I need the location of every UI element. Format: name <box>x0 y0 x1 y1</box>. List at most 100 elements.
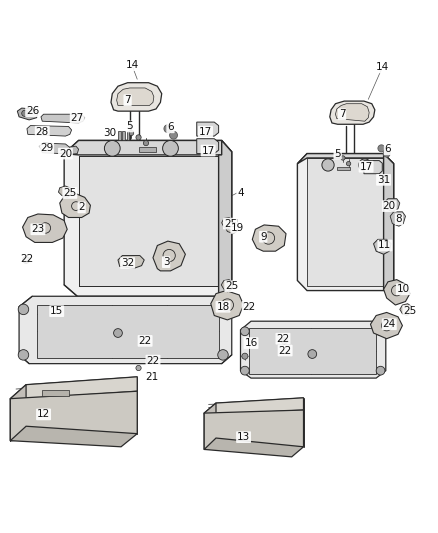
Text: 6: 6 <box>167 123 173 132</box>
Polygon shape <box>335 104 368 121</box>
Text: 14: 14 <box>375 62 388 72</box>
Text: 21: 21 <box>145 372 158 382</box>
Polygon shape <box>363 160 381 174</box>
Bar <box>122 131 125 141</box>
Polygon shape <box>210 290 243 320</box>
Text: 22: 22 <box>138 336 152 346</box>
Polygon shape <box>204 438 303 457</box>
Circle shape <box>18 304 28 314</box>
Polygon shape <box>117 88 153 106</box>
Circle shape <box>336 151 340 156</box>
Text: 17: 17 <box>201 146 214 156</box>
Polygon shape <box>78 156 218 286</box>
Text: 1: 1 <box>233 220 240 230</box>
Text: 5: 5 <box>126 122 133 132</box>
Polygon shape <box>39 143 70 154</box>
Circle shape <box>136 135 141 140</box>
Polygon shape <box>204 403 215 449</box>
Circle shape <box>162 141 178 156</box>
Text: 2: 2 <box>78 203 85 213</box>
Polygon shape <box>204 398 303 423</box>
Polygon shape <box>58 186 71 197</box>
Text: 25: 25 <box>225 281 238 291</box>
Bar <box>336 167 349 170</box>
Circle shape <box>340 156 344 160</box>
Polygon shape <box>27 126 71 136</box>
Text: 28: 28 <box>35 127 49 137</box>
Text: 30: 30 <box>102 127 116 138</box>
Circle shape <box>321 159 333 171</box>
Text: 7: 7 <box>338 109 345 119</box>
Polygon shape <box>383 280 409 305</box>
Circle shape <box>217 304 228 314</box>
Text: 24: 24 <box>382 319 395 329</box>
Circle shape <box>375 366 384 375</box>
Circle shape <box>217 350 228 360</box>
Polygon shape <box>60 193 90 217</box>
Text: 29: 29 <box>40 143 53 154</box>
Polygon shape <box>383 199 399 212</box>
Polygon shape <box>196 122 218 136</box>
Circle shape <box>21 110 28 116</box>
Polygon shape <box>22 214 67 243</box>
Circle shape <box>169 131 177 139</box>
Circle shape <box>128 131 134 136</box>
Text: 14: 14 <box>125 60 138 70</box>
Circle shape <box>18 350 28 360</box>
Polygon shape <box>249 328 375 374</box>
Bar <box>118 131 120 141</box>
Polygon shape <box>152 241 185 271</box>
Circle shape <box>163 125 171 133</box>
Polygon shape <box>306 158 383 286</box>
Text: 22: 22 <box>242 302 255 312</box>
Text: 5: 5 <box>334 149 340 159</box>
Text: 31: 31 <box>376 175 389 185</box>
Polygon shape <box>118 255 144 268</box>
Text: 26: 26 <box>26 106 39 116</box>
Text: 27: 27 <box>71 112 84 123</box>
Circle shape <box>241 353 247 359</box>
Circle shape <box>346 161 350 166</box>
Circle shape <box>307 350 316 358</box>
Circle shape <box>240 327 249 336</box>
Circle shape <box>358 159 370 171</box>
Polygon shape <box>370 312 402 338</box>
Polygon shape <box>399 304 411 316</box>
Polygon shape <box>36 305 218 358</box>
Text: 9: 9 <box>259 232 266 242</box>
Text: 22: 22 <box>278 345 291 356</box>
Text: 13: 13 <box>237 432 250 442</box>
Polygon shape <box>11 377 137 412</box>
Polygon shape <box>389 212 405 226</box>
Polygon shape <box>221 280 232 292</box>
Polygon shape <box>65 146 78 155</box>
Polygon shape <box>383 154 393 290</box>
Bar <box>42 390 68 395</box>
Text: 7: 7 <box>124 95 131 105</box>
Polygon shape <box>224 221 237 233</box>
Polygon shape <box>221 217 233 229</box>
Text: 22: 22 <box>20 254 33 264</box>
Text: 23: 23 <box>31 224 44 235</box>
Polygon shape <box>11 426 137 447</box>
Text: 32: 32 <box>121 258 134 268</box>
Polygon shape <box>64 141 231 296</box>
Text: 4: 4 <box>237 188 243 198</box>
Text: 18: 18 <box>216 302 229 312</box>
Text: 15: 15 <box>50 306 63 316</box>
Polygon shape <box>218 141 231 296</box>
Polygon shape <box>329 101 374 124</box>
Text: 25: 25 <box>403 306 416 316</box>
Polygon shape <box>204 410 303 449</box>
Text: 20: 20 <box>59 149 72 159</box>
Circle shape <box>22 256 29 263</box>
Circle shape <box>377 145 384 152</box>
Bar <box>127 131 129 141</box>
Circle shape <box>281 338 287 344</box>
Text: 3: 3 <box>162 257 169 267</box>
Polygon shape <box>19 296 231 364</box>
Text: 11: 11 <box>378 240 391 251</box>
Polygon shape <box>17 108 38 120</box>
Circle shape <box>23 257 29 263</box>
Circle shape <box>113 329 122 337</box>
